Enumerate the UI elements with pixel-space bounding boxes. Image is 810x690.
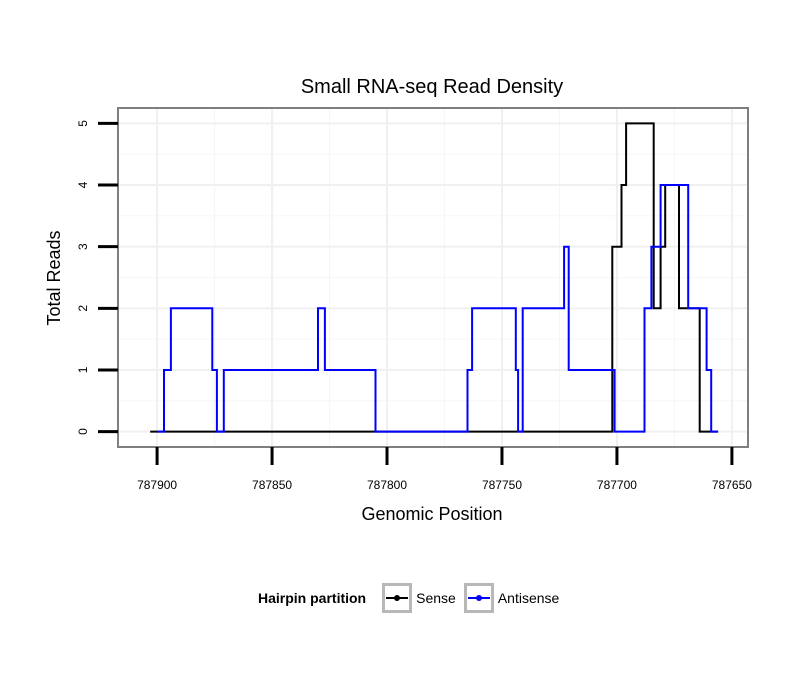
x-tick-label: 787850: [252, 478, 292, 492]
series-line-antisense: [157, 184, 719, 433]
y-tick-label: 0: [76, 428, 90, 435]
legend-key-antisense: [463, 583, 494, 613]
series-lines: [150, 122, 719, 433]
y-tick-label: 4: [76, 181, 90, 188]
series-line-sense: [150, 122, 719, 433]
x-tick-label: 787900: [137, 478, 177, 492]
y-tick-label: 5: [76, 120, 90, 127]
y-axis-ticks: 0 1 2 3 4 5: [76, 120, 118, 435]
y-tick-label: 1: [76, 366, 90, 373]
legend-key-sense: [382, 583, 413, 613]
x-tick-label: 787800: [367, 478, 407, 492]
legend-item-sense: Sense: [382, 583, 458, 613]
x-axis-label: Genomic Position: [361, 504, 502, 524]
x-tick-label: 787650: [712, 478, 752, 492]
legend: Hairpin partition Sense Antisense: [258, 580, 567, 616]
y-tick-label: 2: [76, 305, 90, 312]
legend-label-sense: Sense: [416, 590, 456, 606]
x-tick-label: 787700: [597, 478, 637, 492]
legend-label-antisense: Antisense: [497, 590, 560, 606]
y-axis-label: Total Reads: [44, 230, 64, 325]
panel-border: [117, 107, 749, 448]
chart-title: Small RNA-seq Read Density: [301, 76, 563, 98]
x-tick-label: 787750: [482, 478, 522, 492]
y-tick-label: 3: [76, 243, 90, 250]
legend-item-antisense: Antisense: [463, 583, 561, 613]
x-axis-ticks: 787900 787850 787800 787750 787700 787650: [137, 447, 752, 492]
legend-title: Hairpin partition: [258, 590, 367, 606]
